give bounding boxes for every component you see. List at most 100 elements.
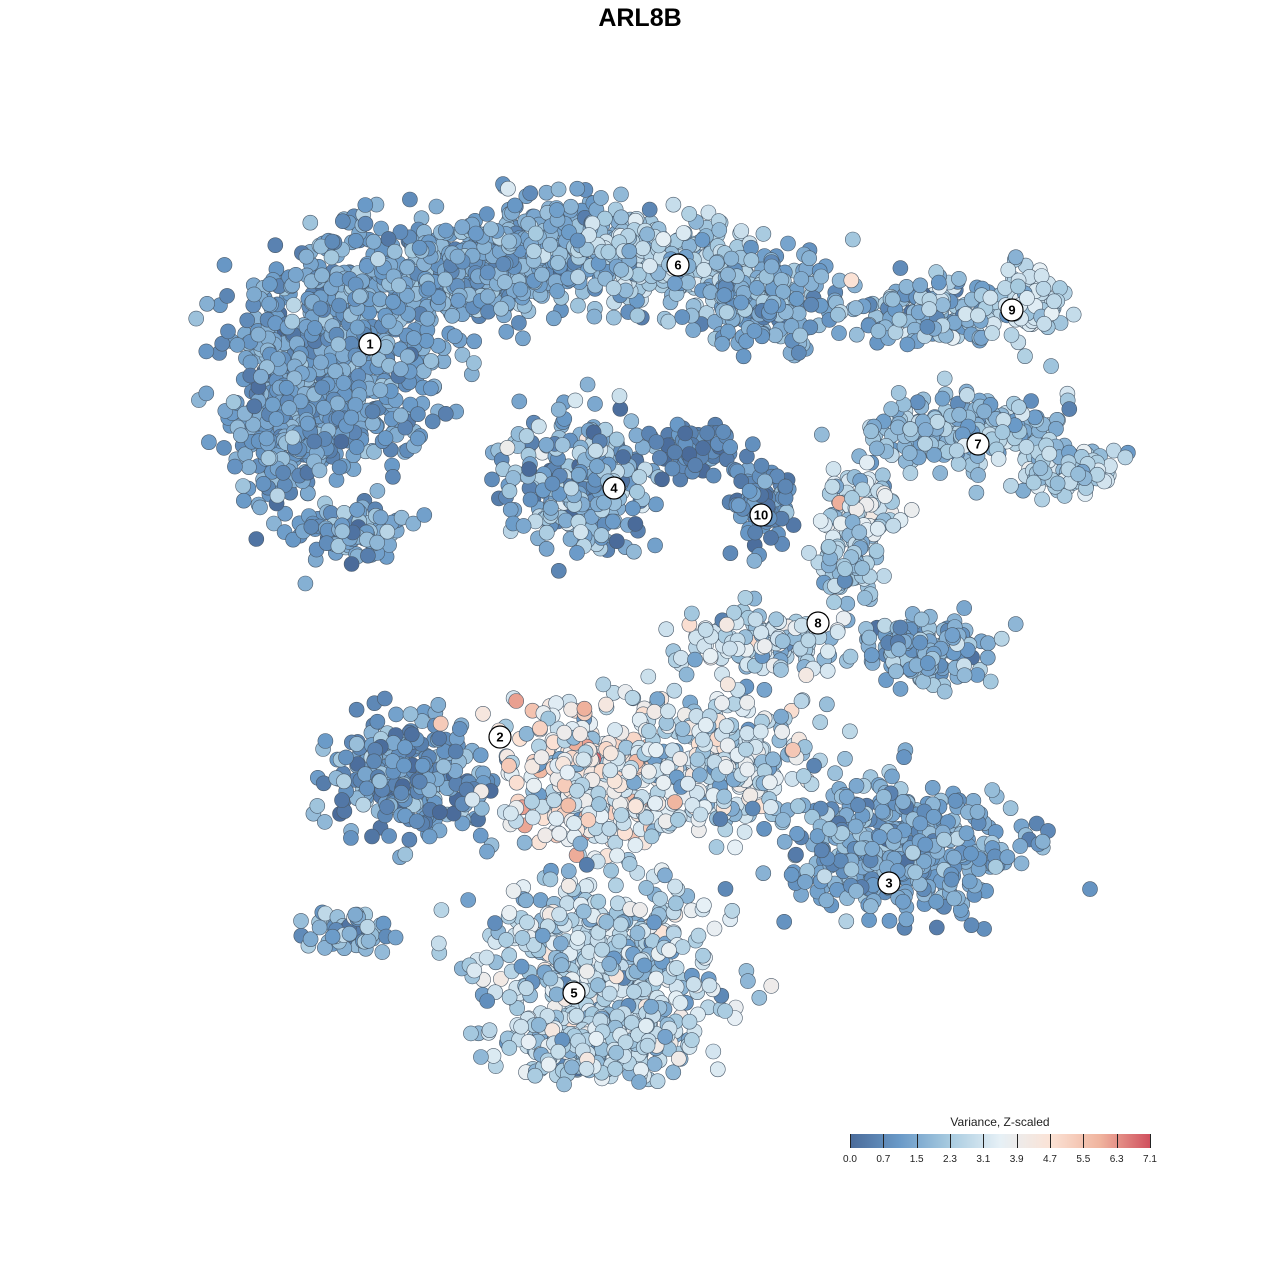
cell-point — [605, 280, 622, 296]
cell-point — [876, 617, 893, 634]
cell-point — [737, 590, 754, 606]
cell-point — [613, 807, 630, 823]
cell-point — [451, 721, 468, 737]
cell-point — [837, 750, 853, 767]
cell-point — [402, 706, 419, 723]
cell-point — [608, 877, 624, 894]
cell-point — [239, 312, 255, 329]
cell-point — [314, 379, 331, 396]
cell-point — [562, 198, 579, 215]
cell-point — [756, 638, 773, 655]
cell-point — [216, 440, 232, 456]
cell-point — [895, 793, 911, 810]
cell-point — [647, 537, 663, 554]
cell-point — [593, 190, 609, 206]
cell-point — [627, 798, 644, 815]
cell-point — [268, 411, 285, 427]
cell-point — [627, 837, 644, 853]
cell-point — [687, 457, 704, 474]
cell-point — [761, 774, 778, 791]
cell-point — [372, 509, 389, 526]
cell-point — [369, 534, 386, 551]
cell-point — [408, 813, 425, 830]
cell-point — [844, 231, 861, 248]
cell-point — [739, 761, 756, 778]
cell-point — [550, 562, 567, 579]
cell-point — [281, 400, 297, 416]
cell-point — [580, 812, 597, 828]
cell-point — [538, 524, 555, 541]
cell-point — [292, 393, 309, 410]
cell-point — [947, 792, 964, 809]
cell-point — [533, 749, 550, 766]
cell-point — [687, 651, 703, 668]
cell-point — [405, 515, 422, 532]
cell-point — [524, 793, 540, 810]
cell-point — [821, 821, 838, 837]
cell-point — [369, 713, 386, 730]
cell-point — [890, 641, 907, 658]
cell-point — [850, 797, 866, 813]
cell-point — [550, 254, 566, 271]
cell-point — [777, 478, 794, 495]
cell-point — [560, 797, 577, 814]
cell-point — [902, 465, 919, 481]
cell-point — [264, 396, 281, 413]
cell-point — [284, 313, 301, 330]
cell-point — [824, 478, 841, 495]
cell-point — [548, 810, 565, 827]
cell-point — [364, 828, 380, 845]
cell-point — [912, 277, 929, 294]
cell-point — [970, 467, 986, 483]
cell-point — [959, 387, 975, 403]
cell-point — [757, 473, 773, 490]
cell-point — [667, 275, 683, 292]
cell-point — [783, 866, 800, 883]
cell-point — [335, 375, 352, 391]
cell-point — [785, 742, 801, 758]
cell-point — [1007, 249, 1024, 266]
cell-point — [984, 782, 1001, 798]
cell-point — [712, 811, 729, 827]
cell-point — [518, 428, 535, 444]
cell-point — [611, 388, 628, 404]
cell-point — [788, 846, 804, 863]
cell-point — [936, 831, 952, 848]
cell-point — [393, 784, 410, 801]
cell-point — [284, 429, 301, 446]
cell-point — [912, 815, 929, 832]
cell-point — [694, 731, 711, 748]
cell-point — [505, 470, 522, 486]
cell-point — [792, 327, 809, 344]
cell-point — [522, 491, 539, 508]
cell-point — [675, 225, 692, 241]
cell-point — [655, 774, 672, 791]
cell-point — [727, 839, 743, 856]
cell-point — [1041, 445, 1058, 462]
cell-point — [602, 762, 619, 779]
cell-point — [722, 545, 739, 562]
cell-point — [830, 306, 846, 323]
cell-point — [756, 681, 773, 698]
cell-point — [608, 431, 625, 448]
cell-point — [946, 890, 962, 907]
cell-point — [820, 643, 836, 660]
cell-point — [499, 439, 516, 456]
cell-point — [524, 809, 541, 826]
cell-point — [216, 257, 233, 273]
cell-point — [1049, 475, 1066, 492]
cell-point — [556, 724, 573, 741]
cell-point — [790, 344, 807, 361]
cell-point — [907, 864, 924, 881]
cell-point — [984, 325, 1000, 341]
cell-point — [430, 696, 447, 713]
cell-point — [1034, 491, 1050, 508]
cell-point — [414, 757, 431, 774]
chart-title: ARL8B — [598, 4, 682, 32]
cell-point — [901, 445, 918, 461]
cell-point — [545, 310, 562, 327]
cell-point — [464, 791, 481, 808]
cell-point — [299, 415, 316, 432]
cell-point — [501, 483, 518, 499]
cell-point — [431, 730, 448, 747]
